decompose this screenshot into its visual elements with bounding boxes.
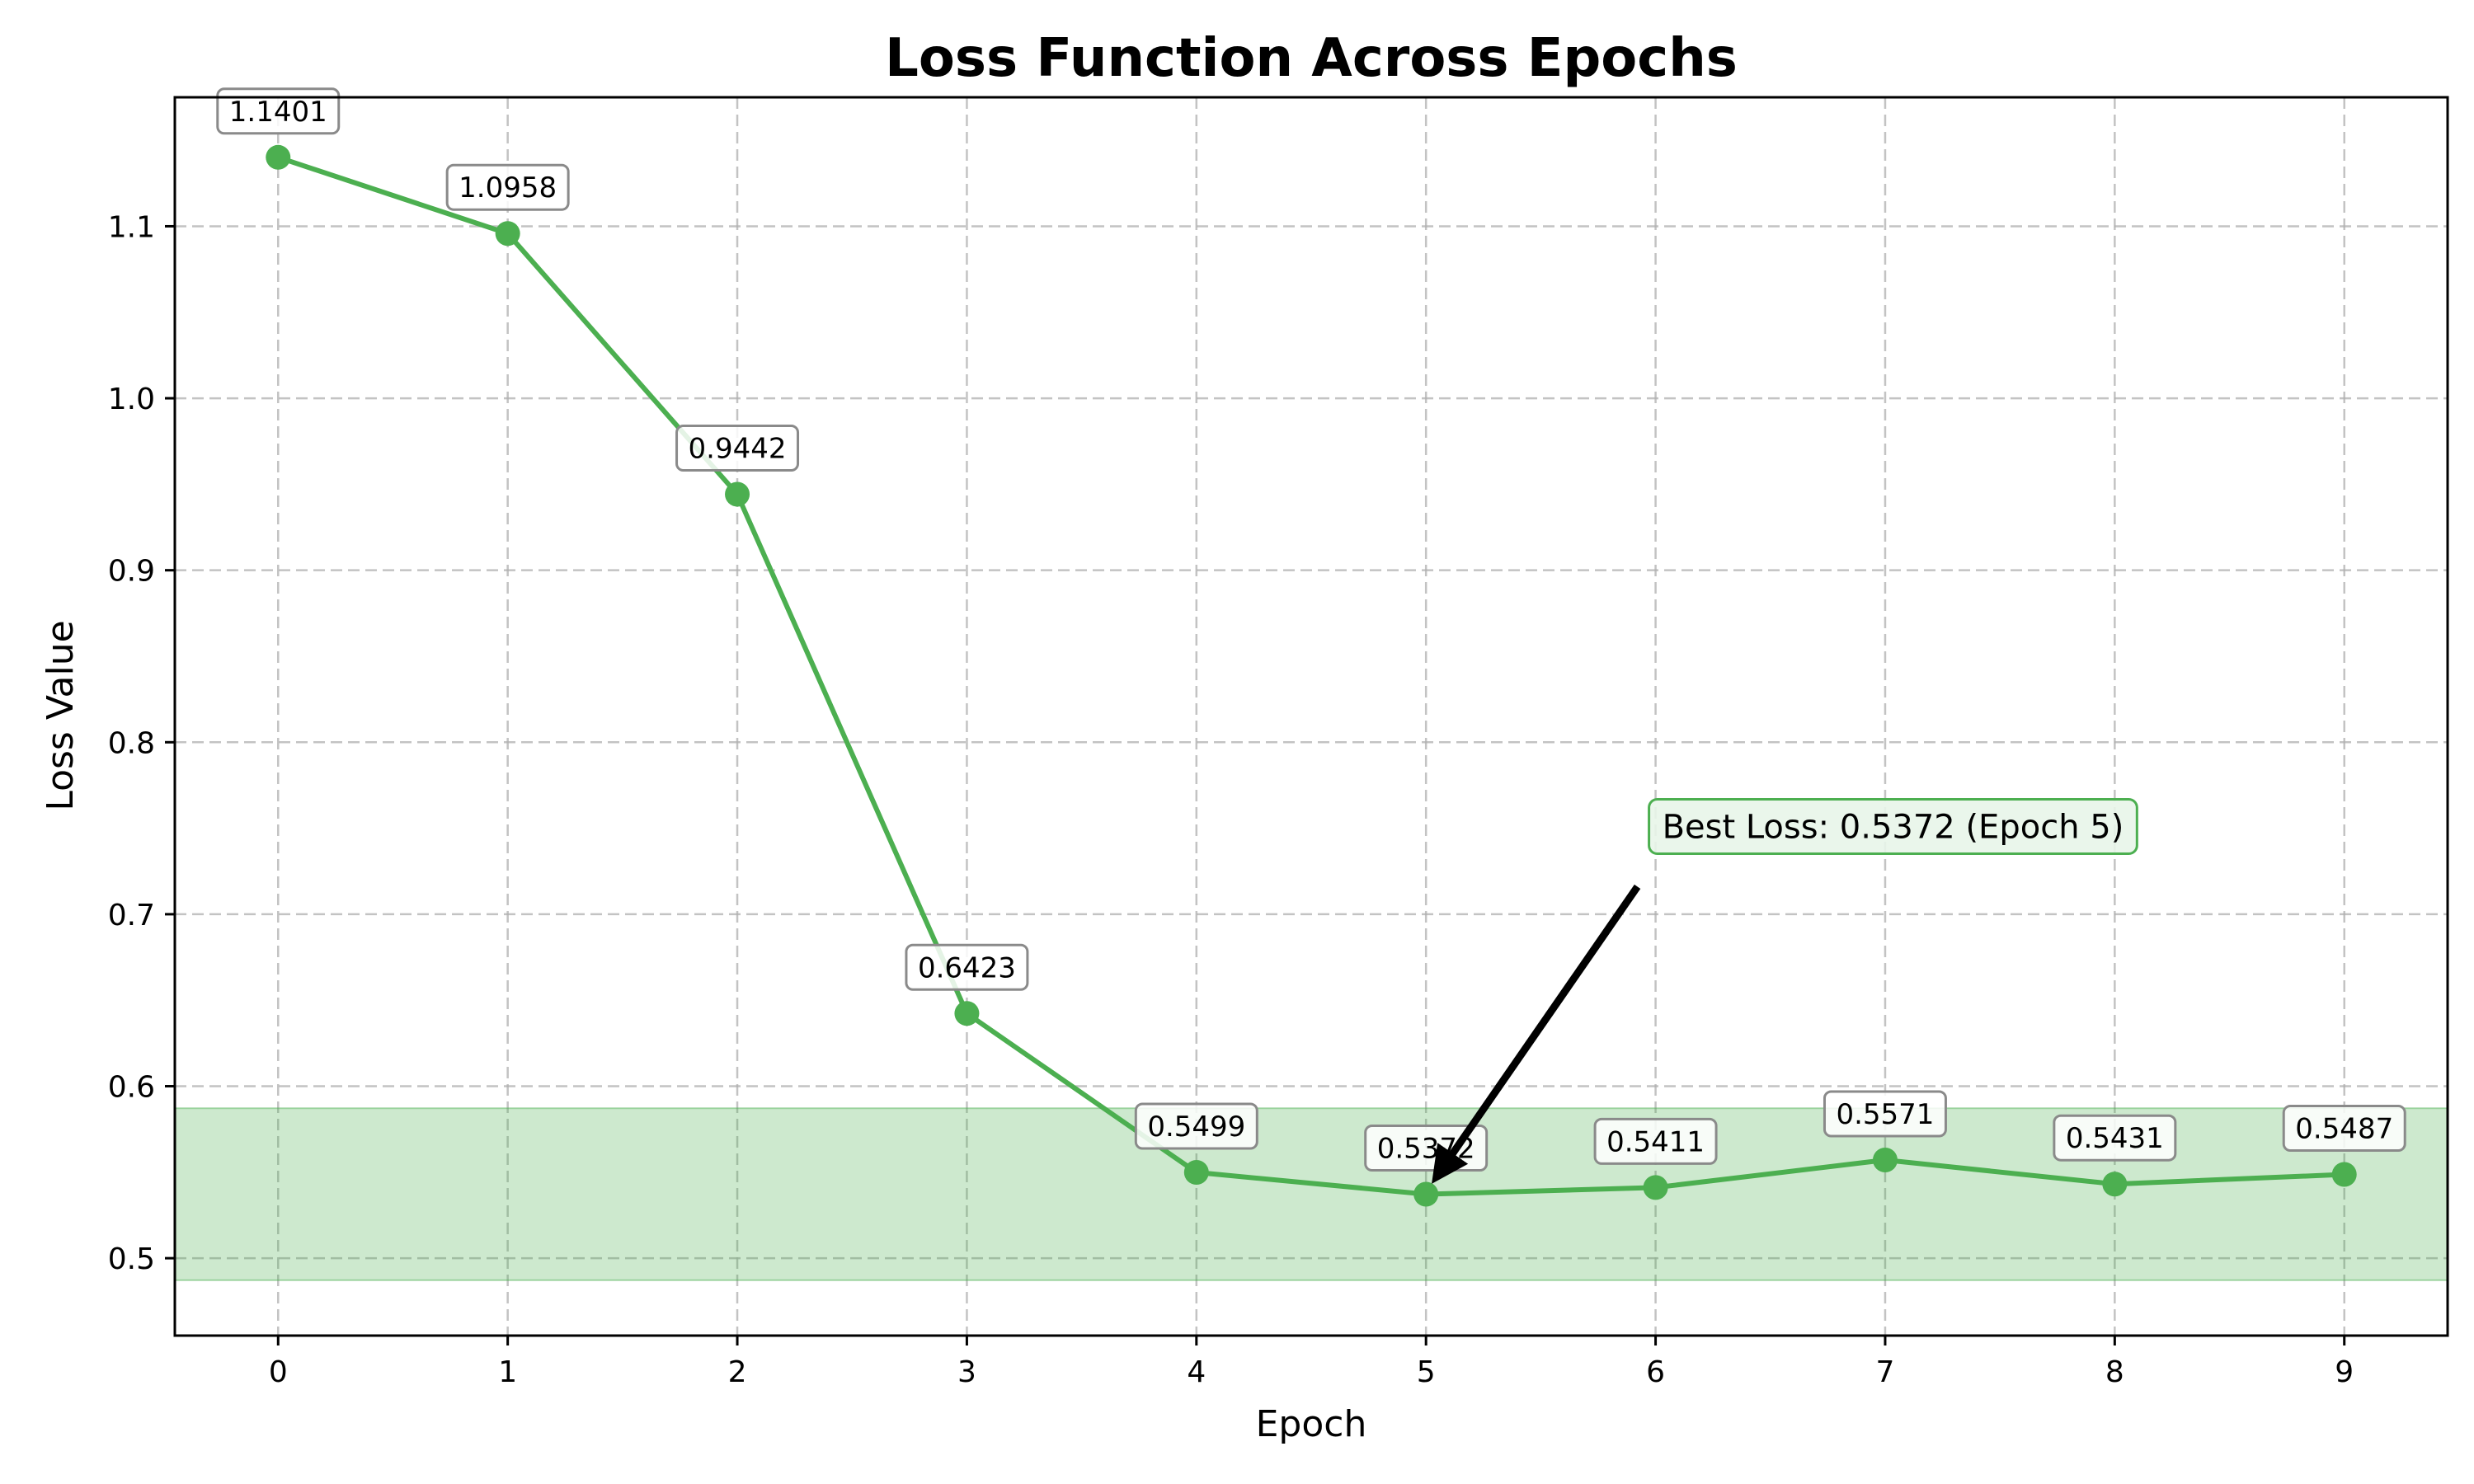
x-axis-label: Epoch (1256, 1403, 1367, 1445)
x-tick-label: 2 (728, 1355, 747, 1389)
series-line (277, 154, 2345, 1197)
annotation-text: Best Loss: 0.5372 (Epoch 5) (1663, 808, 2124, 846)
data-label: 0.6423 (918, 951, 1016, 984)
annotation-arrow (1432, 884, 1641, 1184)
chart-title: Loss Function Across Epochs (885, 28, 1738, 89)
data-point (2331, 1162, 2357, 1187)
data-label-background (216, 87, 341, 135)
data-point (1643, 1175, 1668, 1200)
data-label-background (905, 943, 1029, 991)
data-point (2102, 1172, 2128, 1197)
data-point (1872, 1148, 1898, 1173)
y-tick-label: 0.9 (108, 555, 155, 589)
data-point (1183, 1160, 1209, 1186)
data-label-box: 0.5411 (1593, 1117, 1718, 1165)
y-tick-label: 0.8 (108, 726, 155, 760)
data-label-box: 0.5499 (1134, 1102, 1258, 1150)
annotation-background (1648, 797, 2138, 855)
data-point (954, 1001, 980, 1026)
data-point (266, 144, 291, 170)
data-label: 1.1401 (229, 96, 327, 129)
data-point (495, 221, 520, 247)
data-label-box: 0.5431 (2053, 1114, 2177, 1162)
y-tick-label: 1.0 (108, 383, 155, 416)
x-tick-label: 8 (2105, 1355, 2124, 1389)
axes-layer: 0 1 2 3 4 5 6 7 8 9 0.5 0.6 0.7 0.8 0.9 1.0 1.1 (108, 96, 2449, 1389)
data-label-box: 0.9442 (675, 424, 800, 472)
data-point (1413, 1181, 1439, 1207)
data-label: 1.0958 (459, 171, 557, 204)
x-tick-label: 5 (1417, 1355, 1436, 1389)
y-axis-label: Loss Value (40, 620, 82, 810)
y-tick-label: 0.7 (108, 899, 155, 932)
data-label-background (1134, 1102, 1258, 1150)
y-tick-label: 0.5 (108, 1242, 155, 1276)
y-tick-label: 1.1 (108, 210, 155, 244)
data-label: 0.5571 (1836, 1098, 1934, 1131)
data-label-box: 0.6423 (905, 943, 1029, 991)
data-label: 0.5411 (1606, 1125, 1705, 1158)
x-tick-label: 3 (957, 1355, 976, 1389)
data-label: 0.5431 (2066, 1122, 2164, 1155)
x-tick-label: 9 (2335, 1355, 2354, 1389)
data-label-box: 1.0958 (445, 163, 570, 211)
series-layer (266, 144, 2357, 1207)
data-label-background (445, 163, 570, 211)
data-label-background (675, 424, 800, 472)
data-label-background (1823, 1090, 1947, 1138)
y-tick-label: 0.6 (108, 1071, 155, 1105)
x-tick-label: 4 (1187, 1355, 1206, 1389)
data-label: 0.5499 (1147, 1111, 1245, 1144)
data-label-box: 0.5571 (1823, 1090, 1947, 1138)
data-label-background (2282, 1105, 2406, 1153)
data-label-box: 0.5487 (2282, 1105, 2406, 1153)
data-label: 0.9442 (689, 432, 787, 465)
data-label-background (2053, 1114, 2177, 1162)
data-point (725, 481, 750, 507)
x-tick-label: 6 (1646, 1355, 1665, 1389)
data-label-box: 1.1401 (216, 87, 341, 135)
x-tick-label: 7 (1876, 1355, 1895, 1389)
annotation-box: Best Loss: 0.5372 (Epoch 5) (1648, 797, 2138, 855)
x-tick-label: 0 (269, 1355, 288, 1389)
annotation-layer: Best Loss: 0.5372 (Epoch 5) (1432, 797, 2138, 1184)
x-tick-label: 1 (498, 1355, 517, 1389)
data-label-background (1593, 1117, 1718, 1165)
plot-frame (173, 96, 2449, 1337)
data-label: 0.5487 (2295, 1113, 2393, 1146)
